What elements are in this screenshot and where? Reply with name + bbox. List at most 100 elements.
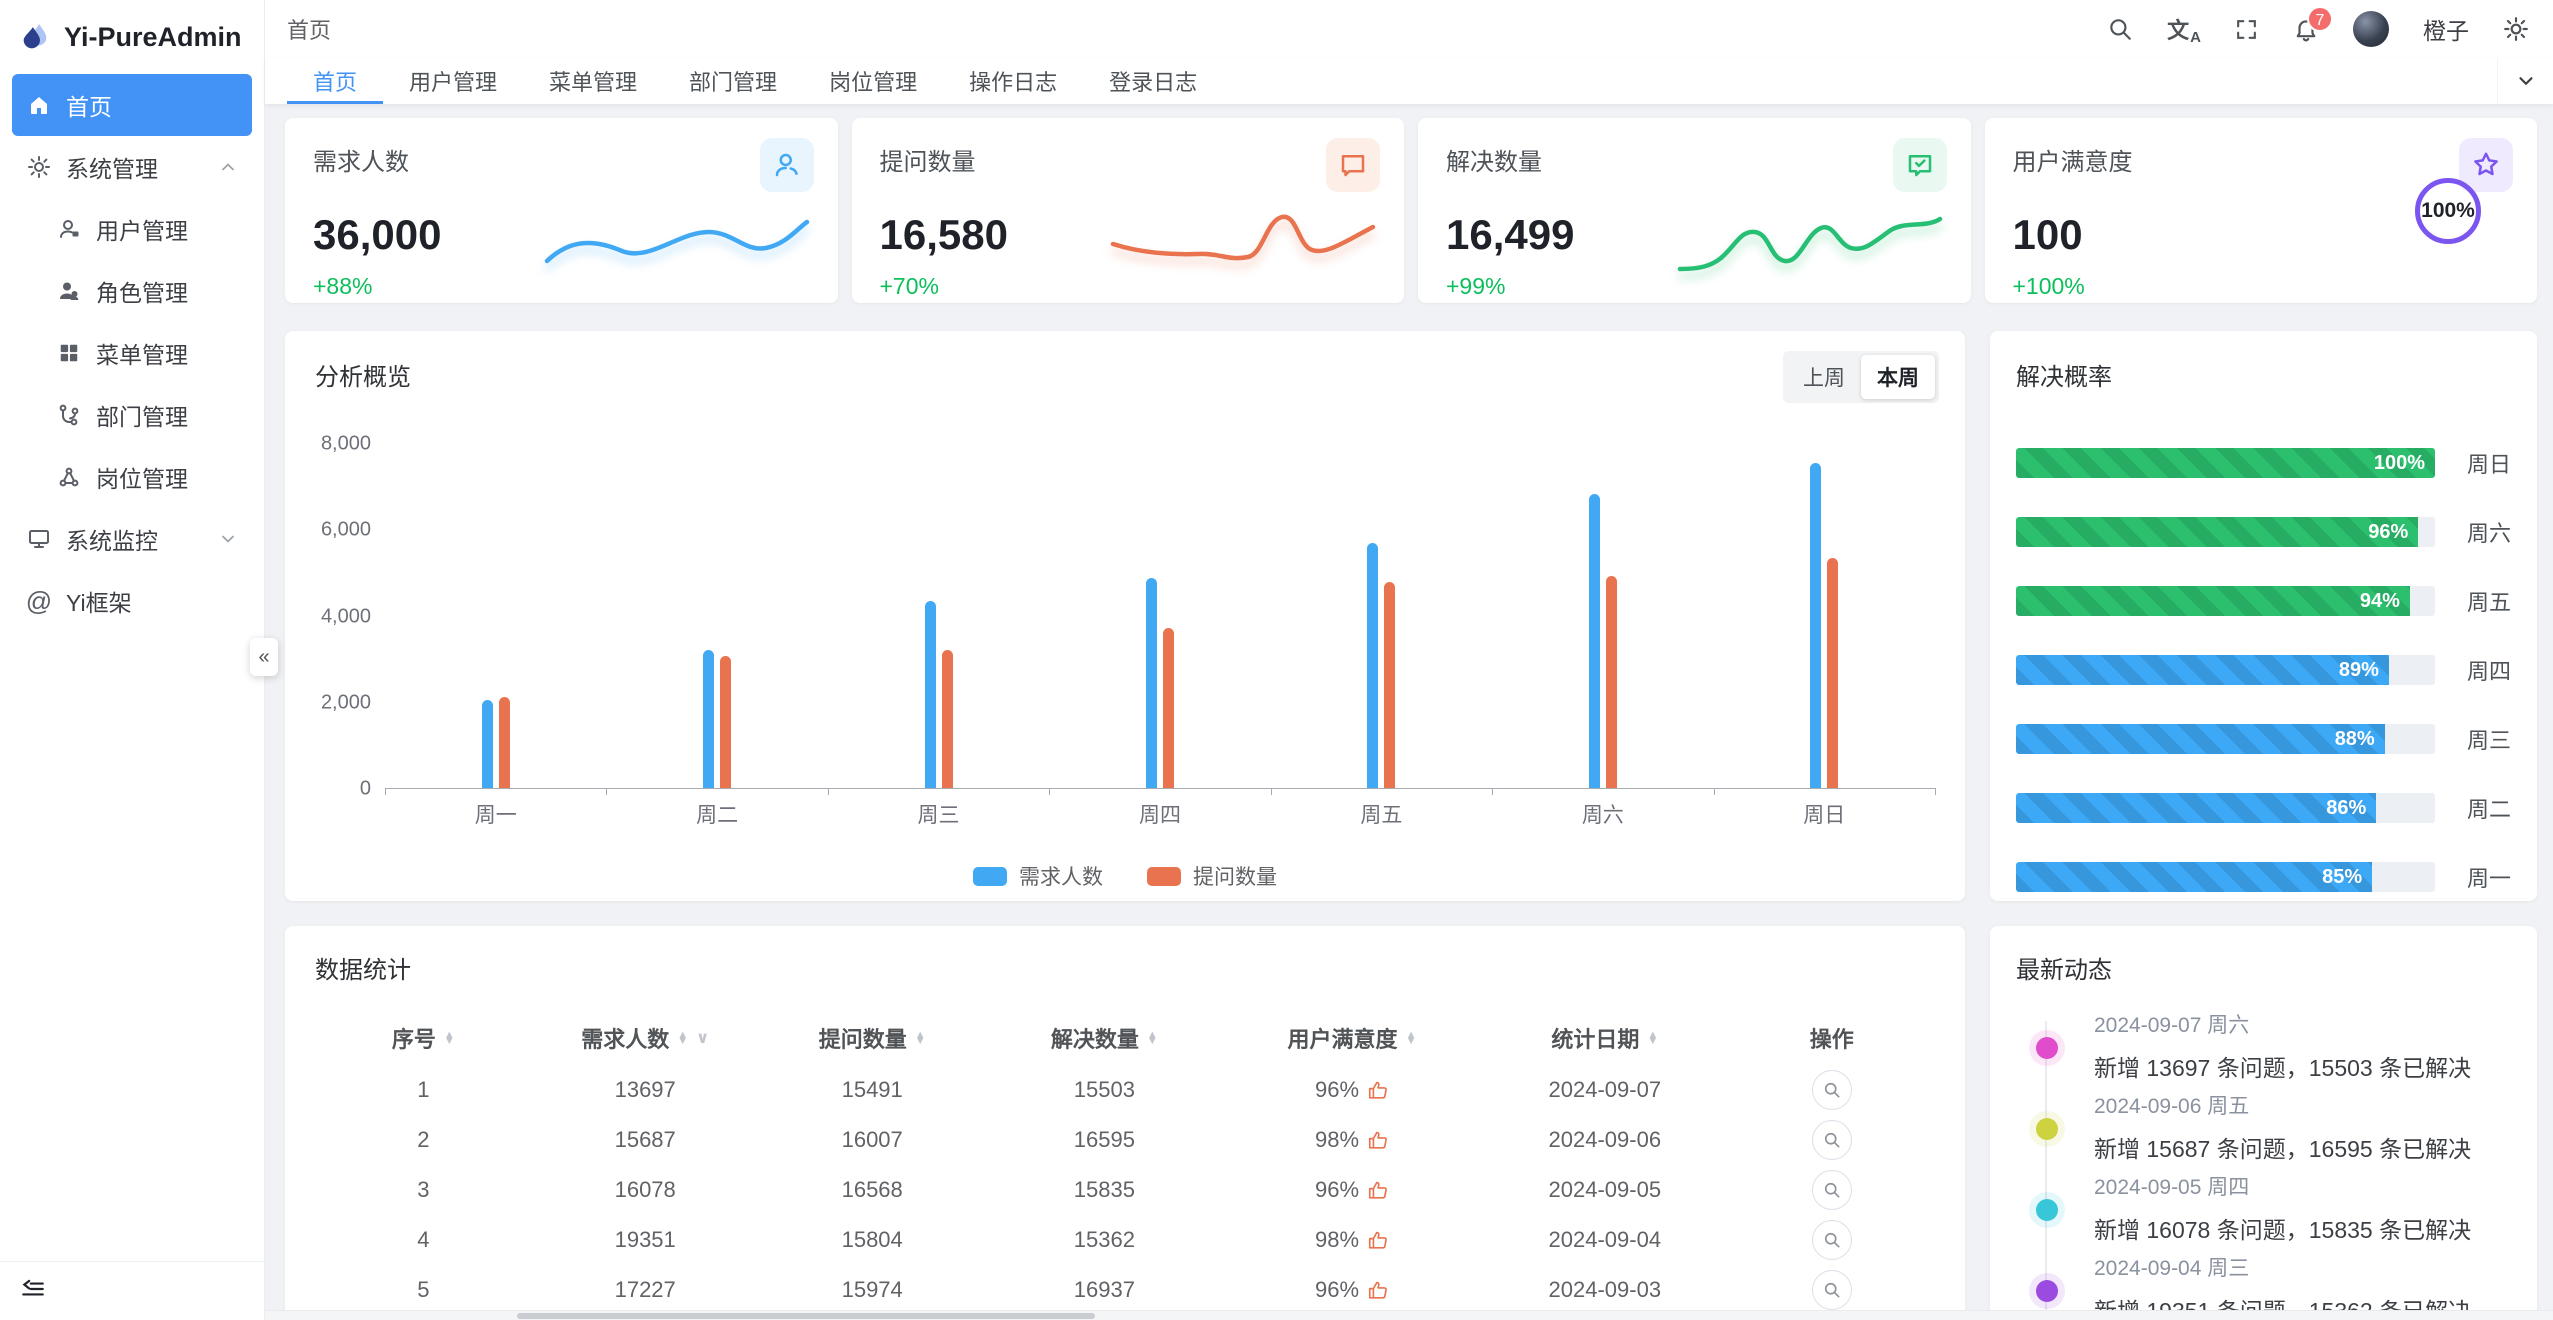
sidebar-item-menu-mgmt[interactable]: 菜单管理 — [12, 322, 252, 384]
thumb-up-icon — [1367, 1229, 1389, 1251]
sort-icon: ▲ ▼ — [443, 1028, 455, 1047]
sort-icon: ▲ ▼ — [1647, 1028, 1659, 1047]
col-header-no[interactable]: 序号 ▲ ▼ — [391, 1027, 455, 1052]
bar-questions — [1605, 576, 1617, 788]
view-button[interactable] — [1811, 1070, 1852, 1110]
progress-bar: 100% — [2016, 448, 2435, 478]
thumb-up-icon — [1367, 1129, 1389, 1151]
stat-value: 16,580 — [879, 211, 1008, 258]
sort-icon: ▲ ▼ — [1146, 1028, 1158, 1047]
logo-drop-icon — [18, 20, 52, 54]
progress-row: 88% 周三 — [2016, 724, 2511, 754]
home-icon — [26, 92, 52, 118]
overview-chart-card: 分析概览 上周 本周 8,000 6,000 4,000 2,000 0 — [285, 331, 1965, 901]
timeline-dot — [2036, 1037, 2058, 1059]
bar-questions — [1384, 582, 1396, 788]
username[interactable]: 橙子 — [2423, 18, 2469, 44]
view-button[interactable] — [1811, 1220, 1852, 1260]
table-row: 1 13697 15491 15503 96% 2024-09-07 — [315, 1065, 1935, 1115]
bar-demand — [924, 601, 936, 788]
table-row: 3 16078 16568 15835 96% 2024-09-05 — [315, 1165, 1935, 1215]
filter-chevron-icon[interactable]: ∨ — [696, 1030, 710, 1047]
col-header-solved[interactable]: 解决数量 ▲ ▼ — [1050, 1027, 1158, 1052]
progress-row: 94% 周五 — [2016, 586, 2511, 616]
col-header-date[interactable]: 统计日期 ▲ ▼ — [1551, 1027, 1659, 1052]
data-table: 序号 ▲ ▼ 需求人数 ▲ ▼ ∨ 提问数量 ▲ ▼ 解决数量 ▲ ▼ 用户满意度 ▲ ▼ 统计日期 ▲… — [315, 1011, 1935, 1320]
bar-group — [385, 444, 606, 788]
tab-user-mgmt[interactable]: 用户管理 — [409, 70, 498, 95]
stat-card-questions: 提问数量 16,580 +70% — [851, 118, 1404, 303]
logo[interactable]: Yi-PureAdmin — [0, 0, 264, 74]
stat-cards-row: 需求人数 36,000 +88% 提问数量 16,580 — [285, 118, 2537, 303]
sidebar-collapse-handle[interactable]: « — [250, 638, 278, 676]
legend-item-demand[interactable]: 需求人数 — [973, 861, 1103, 891]
translate-icon: 文A — [2167, 18, 2201, 46]
progress-row: 100% 周日 — [2016, 448, 2511, 478]
sort-icon: ▲ ▼ — [914, 1028, 926, 1047]
tab-menu-chevron[interactable] — [2497, 58, 2553, 104]
tab-login-log[interactable]: 登录日志 — [1109, 70, 1198, 95]
tabbar: 首页 用户管理 菜单管理 部门管理 岗位管理 操作日志 登录日志 — [265, 58, 2553, 104]
activity-card: 最新动态 2024-09-07 周六 新增 13697 条问题，15503 条已… — [1990, 926, 2537, 1320]
tab-menu-mgmt[interactable]: 菜单管理 — [549, 70, 638, 95]
gear-icon — [26, 154, 52, 180]
star-icon — [2459, 138, 2513, 192]
fullscreen-button[interactable] — [2234, 17, 2259, 42]
stat-value: 100 — [2012, 211, 2083, 258]
col-header-satisfaction[interactable]: 用户满意度 ▲ ▼ — [1287, 1027, 1417, 1052]
tab-op-log[interactable]: 操作日志 — [969, 70, 1058, 95]
satisfaction-ring: 100% — [2415, 177, 2481, 244]
scrollbar-thumb[interactable] — [517, 1313, 1095, 1319]
bar-demand — [1810, 462, 1822, 788]
user-icon — [759, 138, 814, 192]
sidebar-item-home[interactable]: 首页 — [12, 74, 252, 136]
last-week-button[interactable]: 上周 — [1787, 355, 1861, 399]
col-header-demand[interactable]: 需求人数 ▲ ▼ ∨ — [581, 1027, 710, 1052]
sidebar-item-system-monitor[interactable]: 系统监控 — [12, 508, 252, 570]
progress-bar: 96% — [2016, 517, 2419, 547]
col-header-questions[interactable]: 提问数量 ▲ ▼ — [818, 1027, 926, 1052]
stat-card-demand: 需求人数 36,000 +88% — [285, 118, 838, 303]
sidebar-item-user-mgmt[interactable]: 用户管理 — [12, 198, 252, 260]
bar-demand — [1367, 543, 1379, 788]
progress-row: 89% 周四 — [2016, 655, 2511, 685]
thumb-up-icon — [1367, 1279, 1389, 1301]
view-button[interactable] — [1811, 1120, 1852, 1160]
bar-questions — [498, 697, 510, 788]
notification-button[interactable]: 7 — [2293, 6, 2333, 42]
menu-fold-icon[interactable] — [20, 1276, 244, 1302]
data-table-card: 数据统计 序号 ▲ ▼ 需求人数 ▲ ▼ ∨ 提问数量 ▲ ▼ 解决数量 ▲ ▼ 用户满意度 ▲ ▼ … — [285, 926, 1965, 1320]
bar-chart: 8,000 6,000 4,000 2,000 0 — [315, 433, 1936, 800]
bottom-row: 数据统计 序号 ▲ ▼ 需求人数 ▲ ▼ ∨ 提问数量 ▲ ▼ 解决数量 ▲ ▼ 用户满意度 ▲ ▼ … — [285, 926, 2537, 1320]
search-button[interactable] — [2107, 16, 2133, 42]
view-button[interactable] — [1811, 1270, 1852, 1310]
sidebar-item-dept-mgmt[interactable]: 部门管理 — [12, 384, 252, 446]
at-icon: @ — [25, 586, 53, 616]
branch-icon — [56, 402, 82, 428]
sidebar-item-yi-framework[interactable]: @ Yi框架 — [25, 586, 132, 616]
timeline-dot — [2036, 1280, 2058, 1302]
translate-button[interactable]: 文A — [2167, 13, 2201, 46]
timeline-item: 2024-09-06 周五 新增 15687 条问题，16595 条已解决 — [2036, 1090, 2511, 1171]
sidebar-item-post-mgmt[interactable]: 岗位管理 — [12, 446, 252, 508]
sidebar-item-role-mgmt[interactable]: 角色管理 — [12, 260, 252, 322]
sidebar-footer — [0, 1261, 264, 1310]
sidebar-item-system-mgmt[interactable]: 系统管理 — [12, 136, 252, 198]
chart-legend: 需求人数 提问数量 — [315, 861, 1935, 891]
x-axis-labels: 周一 周二 周三 周四 周五 周六 周日 — [474, 804, 1846, 827]
progress-bar: 86% — [2016, 793, 2377, 823]
col-header-actions: 操作 — [1809, 1027, 1854, 1052]
this-week-button[interactable]: 本周 — [1861, 355, 1935, 399]
tab-home[interactable]: 首页 — [287, 58, 384, 104]
view-button[interactable] — [1811, 1170, 1852, 1210]
horizontal-scrollbar[interactable] — [265, 1310, 2553, 1320]
avatar[interactable] — [2353, 11, 2389, 47]
stat-value: 16,499 — [1446, 211, 1575, 258]
timeline: 2024-09-07 周六 新增 13697 条问题，15503 条已解决 20… — [2016, 1009, 2511, 1320]
bar-questions — [941, 650, 953, 788]
tab-dept-mgmt[interactable]: 部门管理 — [689, 70, 778, 95]
mid-row: 分析概览 上周 本周 8,000 6,000 4,000 2,000 0 — [285, 331, 2537, 901]
legend-item-questions[interactable]: 提问数量 — [1147, 861, 1277, 891]
tab-post-mgmt[interactable]: 岗位管理 — [829, 70, 918, 95]
settings-button[interactable] — [2503, 16, 2529, 42]
